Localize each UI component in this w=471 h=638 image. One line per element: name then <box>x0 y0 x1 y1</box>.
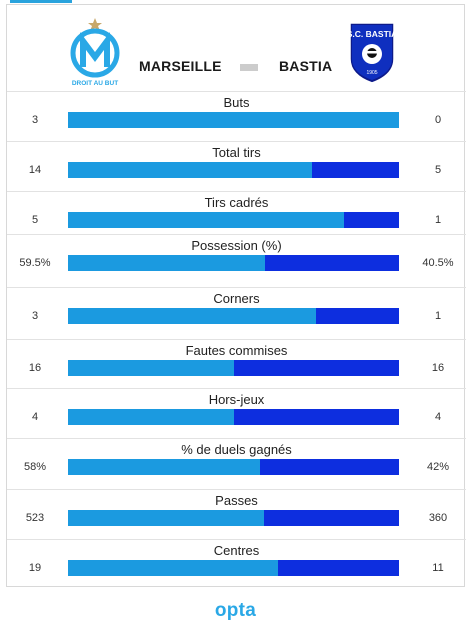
top-accent-bar <box>10 0 72 3</box>
stat-bar-home-fill <box>68 510 264 526</box>
stat-label: Hors-jeux <box>208 392 265 407</box>
stat-bar <box>68 162 399 178</box>
stat-bar <box>68 459 399 475</box>
stat-label: Possession (%) <box>191 238 282 253</box>
stat-home-value: 16 <box>28 362 42 374</box>
stat-row-duels-gagnes: % de duels gagnés 58% 42% <box>7 438 466 488</box>
stat-away-value: 16 <box>431 362 445 374</box>
stat-away-value: 1 <box>434 214 442 226</box>
stat-label: Centres <box>213 543 260 558</box>
stat-row-total-tirs: Total tirs 14 5 <box>7 141 466 191</box>
home-team-name: MARSEILLE <box>139 58 222 74</box>
stat-bar <box>68 409 399 425</box>
match-stats-panel: DROIT AU BUT MARSEILLE BASTIA S.C. BASTI… <box>6 4 466 589</box>
stat-bar-home-fill <box>68 112 399 128</box>
stat-row-buts: Buts 3 0 <box>7 91 466 141</box>
home-crest-text: DROIT AU BUT <box>72 80 118 87</box>
away-crest-text: S.C. BASTIA <box>347 29 398 39</box>
stat-bar <box>68 560 399 576</box>
away-team-name: BASTIA <box>279 58 333 74</box>
stat-bar <box>68 510 399 526</box>
stat-away-value: 4 <box>434 411 442 423</box>
stat-away-value: 0 <box>434 114 442 126</box>
stat-home-value: 5 <box>31 214 39 226</box>
stat-row-tirs-cadres: Tirs cadrés 5 1 <box>7 191 466 241</box>
stat-row-passes: Passes 523 360 <box>7 489 466 539</box>
stat-bar <box>68 308 399 324</box>
stat-bar <box>68 112 399 128</box>
stat-away-value: 5 <box>434 164 442 176</box>
stat-home-value: 19 <box>28 562 42 574</box>
stat-label: Tirs cadrés <box>204 195 269 210</box>
stat-away-value: 42% <box>426 461 450 473</box>
stat-home-value: 3 <box>31 310 39 322</box>
stat-home-value: 523 <box>25 512 45 524</box>
stat-home-value: 58% <box>23 461 47 473</box>
stat-bar-home-fill <box>68 560 278 576</box>
stat-bar-home-fill <box>68 255 265 271</box>
marseille-crest-icon: DROIT AU BUT <box>70 18 120 87</box>
stat-bar-home-fill <box>68 212 344 228</box>
stat-row-centres: Centres 19 11 <box>7 539 466 589</box>
versus-separator <box>240 64 258 71</box>
stat-away-value: 360 <box>428 512 448 524</box>
stat-away-value: 1 <box>434 310 442 322</box>
stat-home-value: 14 <box>28 164 42 176</box>
stat-row-fautes-commises: Fautes commises 16 16 <box>7 339 466 389</box>
stat-bar <box>68 255 399 271</box>
stat-label: % de duels gagnés <box>181 442 292 457</box>
stat-away-value: 40.5% <box>422 257 454 269</box>
stat-row-hors-jeux: Hors-jeux 4 4 <box>7 388 466 438</box>
stat-home-value: 3 <box>31 114 39 126</box>
stat-bar-home-fill <box>68 162 312 178</box>
stat-bar-home-fill <box>68 409 234 425</box>
stat-home-value: 4 <box>31 411 39 423</box>
stat-bar <box>68 212 399 228</box>
stat-bar-home-fill <box>68 360 234 376</box>
stat-row-possession: Possession (%) 59.5% 40.5% <box>7 234 466 284</box>
opta-logo: opta <box>214 600 257 621</box>
stat-label: Corners <box>213 291 260 306</box>
stat-row-corners: Corners 3 1 <box>7 287 466 337</box>
away-crest-year: 1905 <box>366 70 377 76</box>
bastia-crest-icon: S.C. BASTIA 1905 <box>347 22 398 84</box>
stat-home-value: 59.5% <box>19 257 51 269</box>
stat-bar <box>68 360 399 376</box>
stat-bar-home-fill <box>68 459 260 475</box>
stat-bar-home-fill <box>68 308 317 324</box>
stat-away-value: 11 <box>432 562 444 574</box>
stat-label: Fautes commises <box>185 343 288 358</box>
stat-label: Buts <box>223 95 250 110</box>
stat-label: Passes <box>215 493 258 508</box>
stat-label: Total tirs <box>212 145 261 160</box>
match-header: DROIT AU BUT MARSEILLE BASTIA S.C. BASTI… <box>7 5 466 91</box>
